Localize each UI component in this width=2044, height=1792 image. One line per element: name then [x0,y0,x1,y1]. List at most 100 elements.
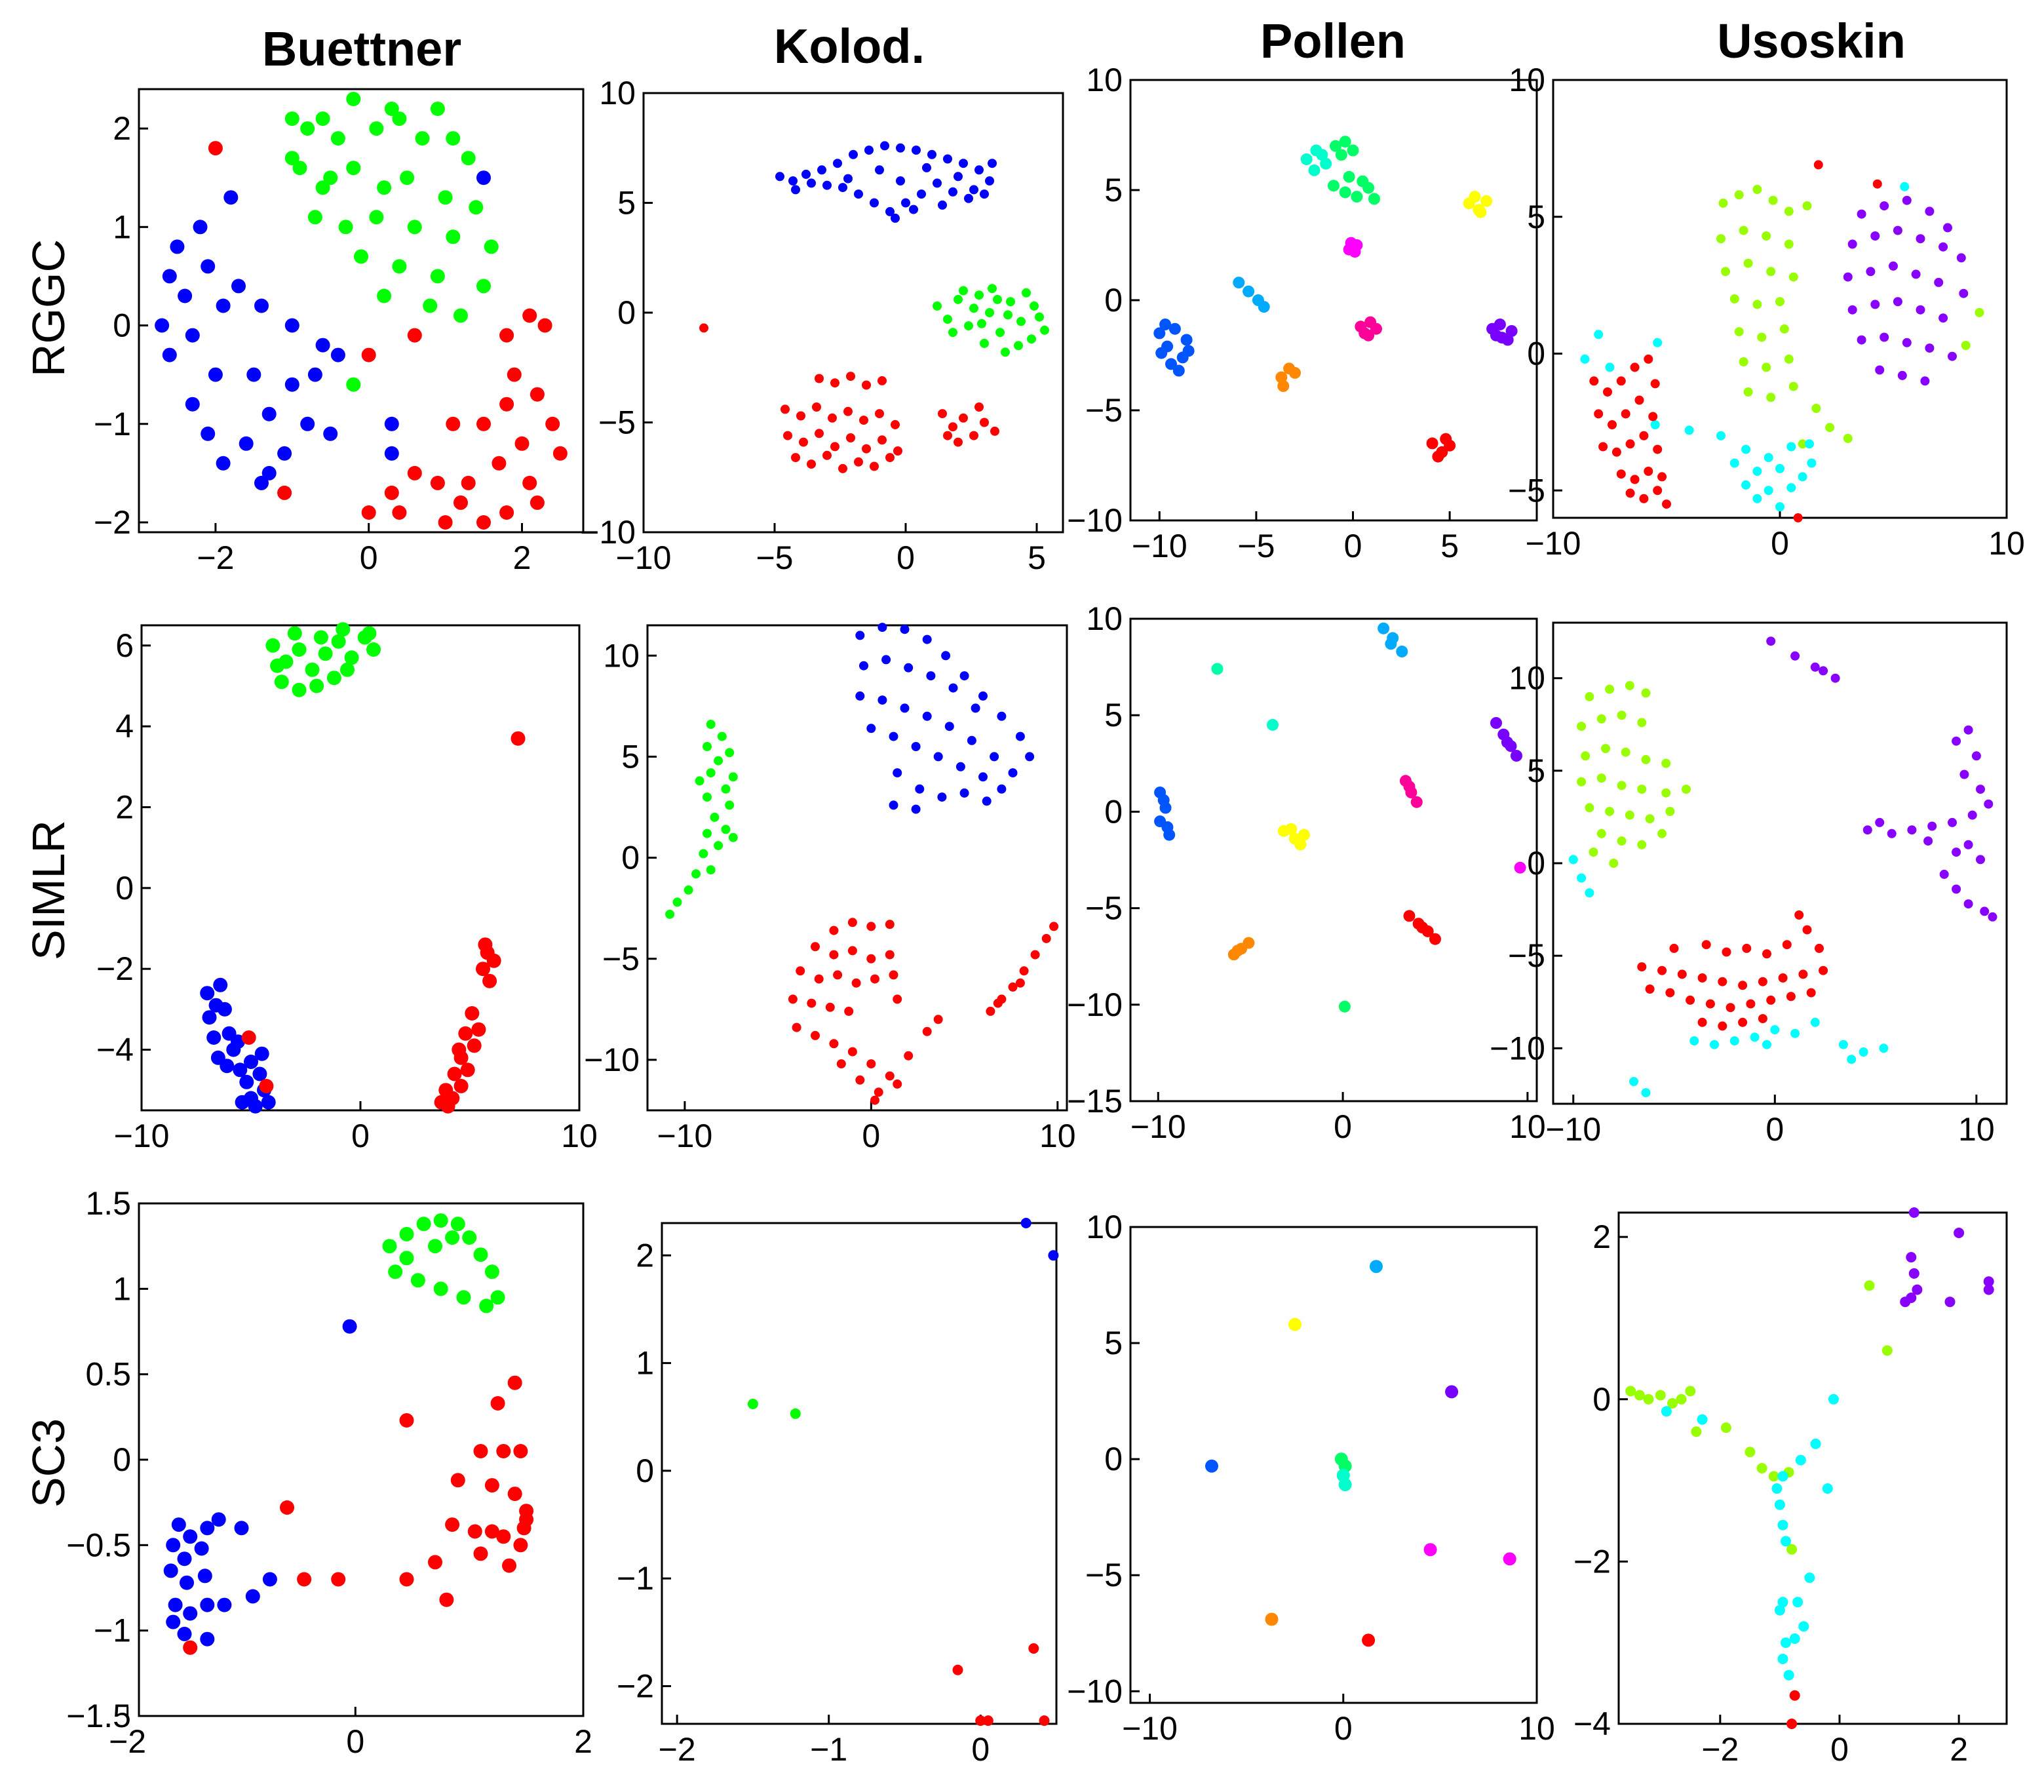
data-point [1705,999,1715,1009]
data-point [1603,387,1612,397]
data-point [1048,1250,1059,1261]
data-point [829,925,839,935]
data-point [315,111,330,127]
y-tick-label: 4 [115,708,134,745]
data-point [1802,925,1812,935]
data-point [1616,376,1626,386]
data-point [1743,387,1753,397]
data-point [1952,884,1961,894]
data-point [1014,341,1023,351]
data-point [1875,365,1885,375]
data-point [822,180,832,190]
data-point [1716,234,1726,244]
data-point [1813,160,1823,170]
data-point [392,505,407,520]
x-tick-label: 0 [1334,1108,1352,1145]
data-point [1880,201,1889,211]
data-point [447,1066,462,1081]
data-point [197,1568,212,1584]
data-point [1805,439,1814,449]
data-point [775,172,784,182]
data-point [922,163,931,172]
axis-ticks: −2 0 2 −2 −1 0 1 2 [94,110,531,576]
data-point [208,367,223,382]
data-point [836,1059,846,1069]
data-point [1975,307,1984,317]
data-point [938,200,947,210]
data-point [1789,1633,1800,1644]
data-point [922,634,932,644]
data-point [416,1217,431,1232]
data-point [1887,828,1897,838]
data-point [1410,796,1423,808]
x-tick-label: −2 [109,1723,146,1760]
data-point [261,406,277,421]
data-point [479,1298,494,1314]
axis-ticks: −10 −5 0 5 −10 −5 0 5 10 [1067,62,1459,564]
data-point [1784,354,1794,364]
data-point [747,1399,758,1409]
data-point [1872,179,1882,189]
data-point [699,323,708,333]
data-point [846,433,855,442]
data-point [703,792,712,802]
data-point [1777,1597,1788,1608]
x-tick-label: −10 [616,539,672,576]
data-point [1768,195,1778,205]
data-point [513,1538,528,1553]
data-point [1798,472,1807,482]
data-point [1335,149,1347,161]
data-point [811,1030,820,1040]
data-point [344,650,359,665]
data-point [877,435,887,445]
data-point [915,784,925,794]
data-point [1893,225,1902,235]
data-point [1967,810,1977,820]
data-point [801,169,811,179]
data-point [1364,316,1377,328]
data-point [1445,1385,1459,1399]
data-point [1035,312,1044,322]
data-point [1864,1280,1875,1291]
x-tick-label: 0 [346,1723,364,1760]
data-point [699,849,708,859]
data-point [1729,458,1739,468]
data-point [1779,324,1789,334]
y-tick-label: −10 [1067,502,1123,539]
data-point [1001,347,1010,357]
data-point [239,1074,254,1089]
data-point [997,784,1007,794]
data-point [1963,725,1973,735]
y-tick-label: −5 [1085,392,1123,429]
data-point [462,1230,477,1245]
data-point [1807,458,1817,468]
data-point [1963,899,1973,909]
data-point [1330,140,1341,152]
x-tick-label: 0 [897,539,915,576]
data-point [1300,153,1313,165]
data-point [862,444,871,454]
data-point [866,954,876,964]
scatter-panel-sc3-pollen: −10 0 10 −10 −5 0 5 10 [1067,1209,1555,1747]
data-point [1403,781,1416,793]
data-point [1501,736,1513,749]
data-point [1611,447,1621,457]
data-point [933,178,942,188]
data-point [959,286,968,296]
y-tick-label: 1.5 [85,1185,131,1222]
data-point [1362,1633,1376,1647]
plot-frame [1617,1211,2008,1725]
data-point [1938,242,1948,252]
data-point [870,198,879,208]
data-point [465,1006,480,1021]
data-point [811,942,820,952]
data-point [336,622,351,637]
data-point [1182,345,1195,357]
data-point [476,416,491,431]
y-tick-label: 10 [1086,600,1123,637]
data-point [838,463,847,473]
data-point [1739,225,1748,235]
data-point [1426,437,1438,450]
data-point [473,1247,488,1262]
data-point [943,315,952,324]
